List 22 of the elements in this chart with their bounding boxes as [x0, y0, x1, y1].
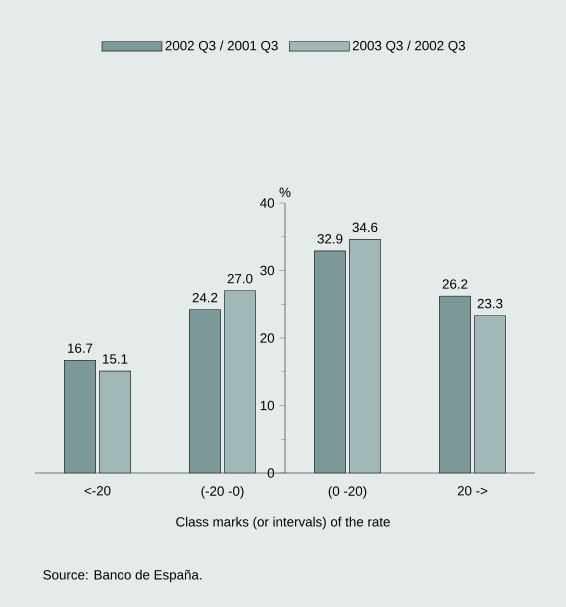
- data-label: 24.2: [192, 292, 218, 302]
- data-label: 16.7: [68, 343, 92, 353]
- y-tick-label: 40: [260, 198, 274, 208]
- legend-label: 2003 Q3 / 2002 Q3: [352, 40, 466, 53]
- x-tick-label: (-20 -0): [201, 486, 244, 498]
- y-axis-title: %: [280, 188, 290, 197]
- data-label: 32.9: [318, 234, 342, 244]
- y-tick-label: 0: [268, 468, 274, 478]
- y-tick-label: 10: [260, 400, 274, 410]
- data-label: 27.0: [228, 274, 252, 284]
- y-tick-label: 20: [260, 333, 274, 343]
- data-label: 34.6: [352, 222, 378, 232]
- y-tick-label: 30: [260, 266, 274, 276]
- source-note: Source: Banco de España.: [43, 570, 202, 582]
- data-label: 23.3: [478, 298, 502, 308]
- data-label: 15.1: [103, 354, 128, 364]
- x-tick-label: <-20: [84, 486, 111, 496]
- x-tick-label: (0 -20): [328, 486, 366, 498]
- x-axis-title: Class marks (or intervals) of the rate: [176, 516, 390, 530]
- x-tick-label: 20 ->: [458, 486, 488, 496]
- legend-label: 2002 Q3 / 2001 Q3: [166, 40, 278, 53]
- data-label: 26.2: [442, 279, 468, 289]
